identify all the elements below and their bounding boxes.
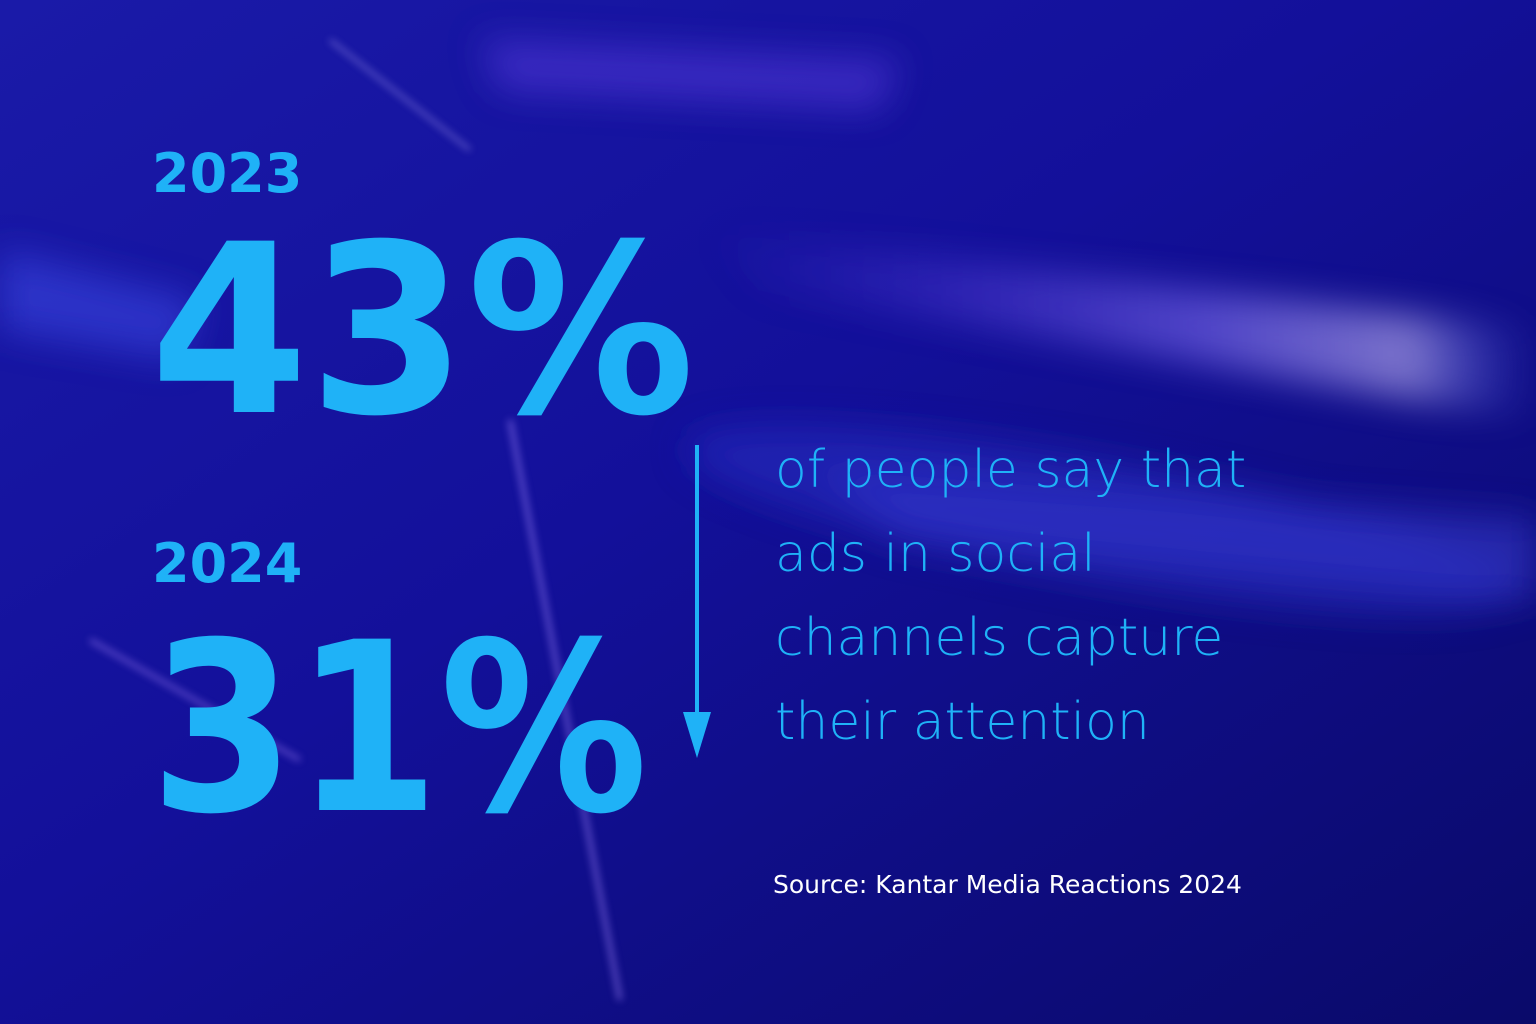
stat-value: 31% [150,593,648,866]
description-line: channels capture [775,608,1223,668]
description-line: their attention [775,692,1150,752]
background-streaks [0,40,1536,614]
year-label: 2024 [152,532,302,595]
description-line: of people say that [775,440,1246,500]
year-label: 2023 [152,142,302,205]
source-note: Source: Kantar Media Reactions 2024 [773,870,1242,899]
description-line: ads in social [775,524,1096,584]
stat-value: 43% [150,195,695,468]
light-lines [89,38,623,1001]
arrow-head [683,712,711,758]
